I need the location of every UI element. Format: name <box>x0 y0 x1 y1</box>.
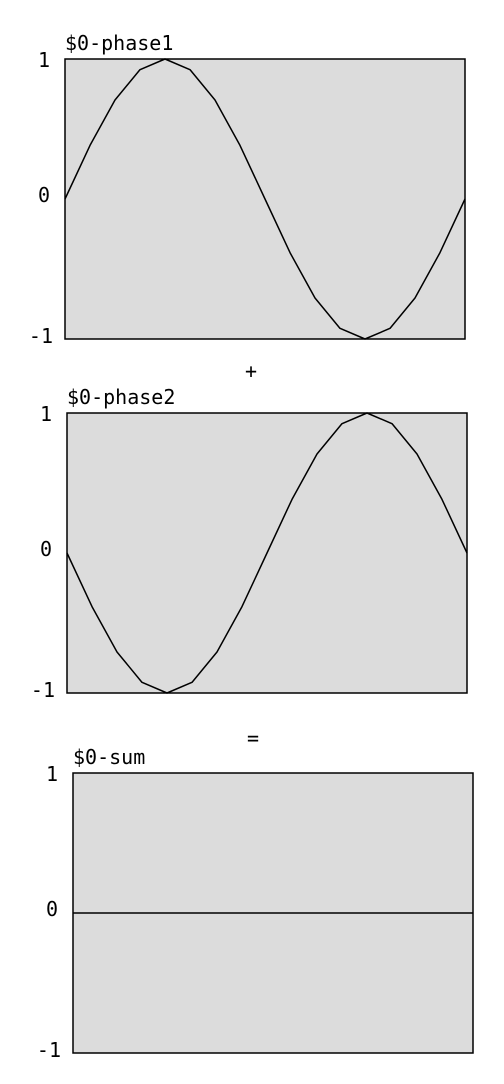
array-2-series-line <box>66 412 468 694</box>
array-3-ytick-1: 1 <box>46 762 58 786</box>
array-2-title: $0-phase2 <box>67 385 175 409</box>
plus-operator: + <box>245 359 257 383</box>
array-1-title: $0-phase1 <box>65 31 173 55</box>
array-2-ytick-3: -1 <box>31 678 55 702</box>
array-1-ytick-2: 0 <box>38 183 50 207</box>
equals-operator: = <box>247 726 259 750</box>
array-3-ytick-2: 0 <box>46 897 58 921</box>
array-1-series-line <box>64 58 466 340</box>
array-1-ytick-3: -1 <box>29 324 53 348</box>
array-3-title: $0-sum <box>73 745 145 769</box>
array-1-ytick-1: 1 <box>38 48 50 72</box>
array-3-ytick-3: -1 <box>37 1038 61 1062</box>
array-2-ytick-1: 1 <box>40 402 52 426</box>
array-2-ytick-2: 0 <box>40 537 52 561</box>
